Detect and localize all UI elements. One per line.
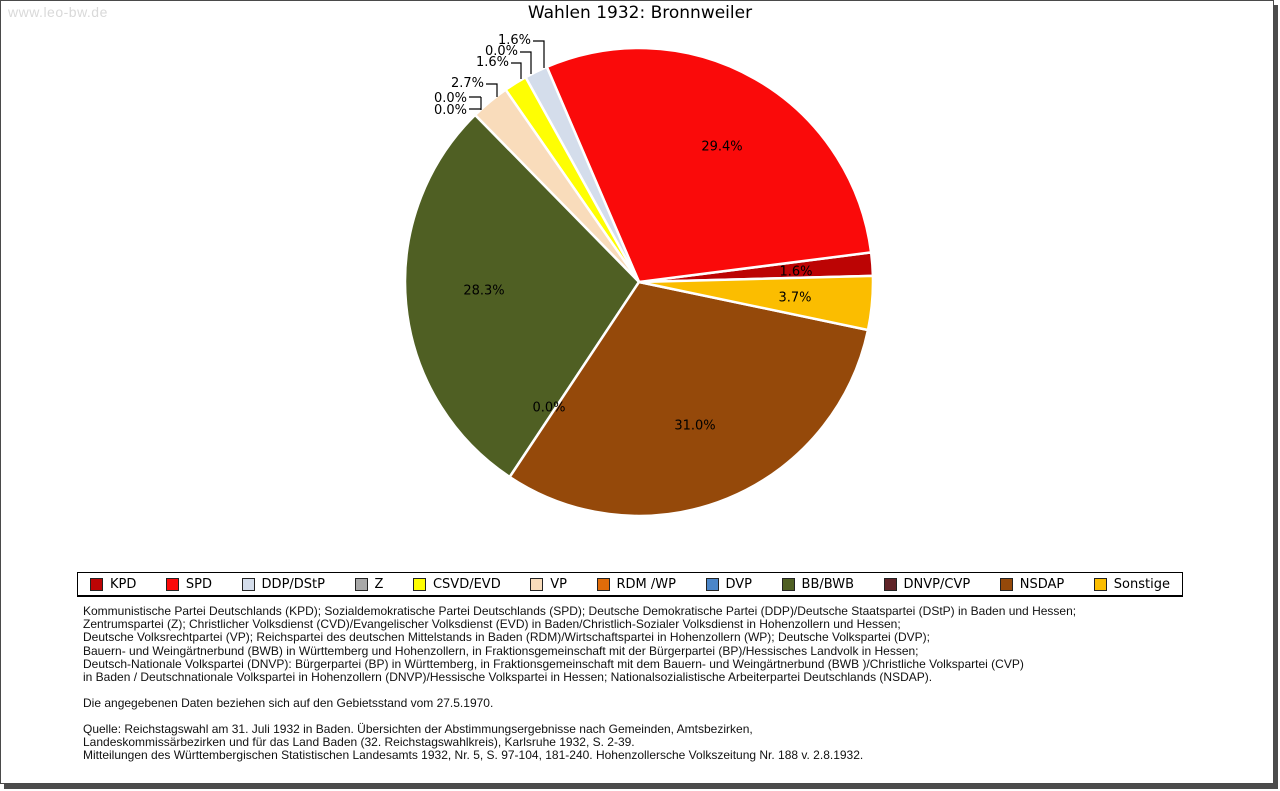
legend-swatch-sonstige [1093, 577, 1107, 591]
pie-label-nsdap: 31.0% [674, 418, 716, 434]
legend-swatch-rdm-wp [596, 577, 610, 591]
pie-label-sonstige: 3.7% [778, 290, 812, 306]
legend-swatch-csvd [412, 577, 426, 591]
legend-label-sonstige: Sonstige [1113, 576, 1170, 592]
pie-callout-z: 0.0% [484, 44, 518, 59]
footer-party-definitions: Kommunistische Partei Deutschlands (KPD)… [83, 604, 1077, 685]
pie-slice-bb-bwb [403, 113, 641, 479]
legend-label-spd: SPD [185, 576, 213, 592]
legend-swatch-dnvp-cvp [883, 577, 897, 591]
legend-item-ddp: DDP/DStP [241, 576, 325, 592]
pie-wedges [403, 46, 875, 518]
pie-label-spd: 29.4% [701, 139, 743, 155]
legend-label-dnvp-cvp: DNVP/CVP [903, 576, 971, 592]
footer-line: Deutsche Volksrechtpartei (VP); Reichspa… [83, 630, 931, 645]
legend-swatch-spd [165, 577, 179, 591]
leader-z [520, 51, 532, 74]
legend-label-rdm-wp: RDM /WP [616, 576, 676, 592]
legend-item-kpd: KPD [90, 577, 136, 592]
callout-leader-lines [469, 40, 545, 110]
legend: KPD SPD DDP/DStP Z CSVD/EVD VP RDM /WP D… [77, 572, 1183, 597]
legend-label-kpd: KPD [110, 576, 137, 592]
legend-item-nsdap: NSDAP [999, 576, 1065, 592]
footer-line: Bauern- und Weingärtnerbund (BWB) in Wür… [83, 643, 919, 658]
legend-item-sonstige: Sonstige [1093, 576, 1170, 592]
pie-label-dnvp: 0.0% [532, 400, 566, 416]
footer-note: Die angegebenen Daten beziehen sich auf … [83, 696, 494, 710]
legend-label-csvd: CSVD/EVD [432, 576, 501, 592]
pie-callout-dvp: 0.0% [433, 103, 467, 118]
pie-label-kpd: 1.6% [779, 264, 813, 280]
footer-source-line: Mitteilungen des Württembergischen Stati… [83, 748, 864, 763]
legend-item-bb-bwb: BB/BWB [781, 576, 854, 592]
legend-item-spd: SPD [165, 576, 213, 592]
legend-swatch-bb-bwb [781, 577, 795, 591]
legend-label-dvp: DVP [725, 576, 753, 592]
legend-swatch-vp [530, 577, 544, 591]
watermark: www.leo-bw.de [8, 4, 108, 20]
pie-callout-vp: 2.7% [450, 76, 484, 91]
footer-source-line: Landeskommissärbezirken und für das Land… [83, 735, 635, 750]
legend-item-dnvp-cvp: DNVP/CVP [883, 576, 971, 592]
legend-swatch-ddp [241, 577, 255, 591]
footer-source: Quelle: Reichstagswahl am 31. Juli 1932 … [83, 722, 864, 763]
pie-callout-rdm: 0.0% [433, 91, 467, 106]
pie-slice-spd [545, 46, 873, 284]
legend-swatch-dvp [705, 577, 719, 591]
pie-slice-sonstige [637, 274, 875, 332]
leader-vp [486, 83, 498, 97]
pie-label-bb-bwb: 28.3% [463, 283, 505, 299]
legend-swatch-kpd [90, 577, 103, 591]
footer-line: in Baden / Deutschnationale Volkspartei … [83, 670, 933, 685]
legend-label-ddp: DDP/DStP [261, 576, 325, 592]
footer-line: Deutsch-Nationale Volkspartei (DNVP): Bü… [83, 656, 1024, 671]
legend-label-vp: VP [550, 576, 567, 592]
legend-item-dvp: DVP [705, 576, 753, 592]
pie-callout-csvd: 1.6% [475, 55, 509, 70]
pie-slice-nsdap [508, 280, 870, 518]
legend-item-csvd: CSVD/EVD [412, 576, 501, 592]
legend-label-nsdap: NSDAP [1019, 576, 1065, 592]
legend-swatch-z [354, 577, 368, 591]
legend-label-z: Z [374, 576, 384, 592]
legend-swatch-nsdap [999, 577, 1013, 591]
chart-title: Wahlen 1932: Bronnweiler [527, 3, 753, 23]
pie-callout-ddp: 1.6% [497, 33, 531, 48]
footer-line: Kommunistische Partei Deutschlands (KPD)… [83, 604, 1077, 618]
footer-source-line: Quelle: Reichstagswahl am 31. Juli 1932 … [83, 722, 753, 736]
legend-item-vp: VP [530, 577, 567, 592]
leader-ddp [533, 40, 545, 68]
leader-rdm-dvp [469, 96, 482, 110]
legend-label-bb-bwb: BB/BWB [801, 576, 854, 592]
footer-line: Zentrumspartei (Z); Christlicher Volksdi… [83, 617, 901, 632]
legend-item-z: Z [354, 576, 384, 592]
leader-csvd [511, 62, 522, 79]
legend-item-rdm-wp: RDM /WP [596, 576, 676, 592]
